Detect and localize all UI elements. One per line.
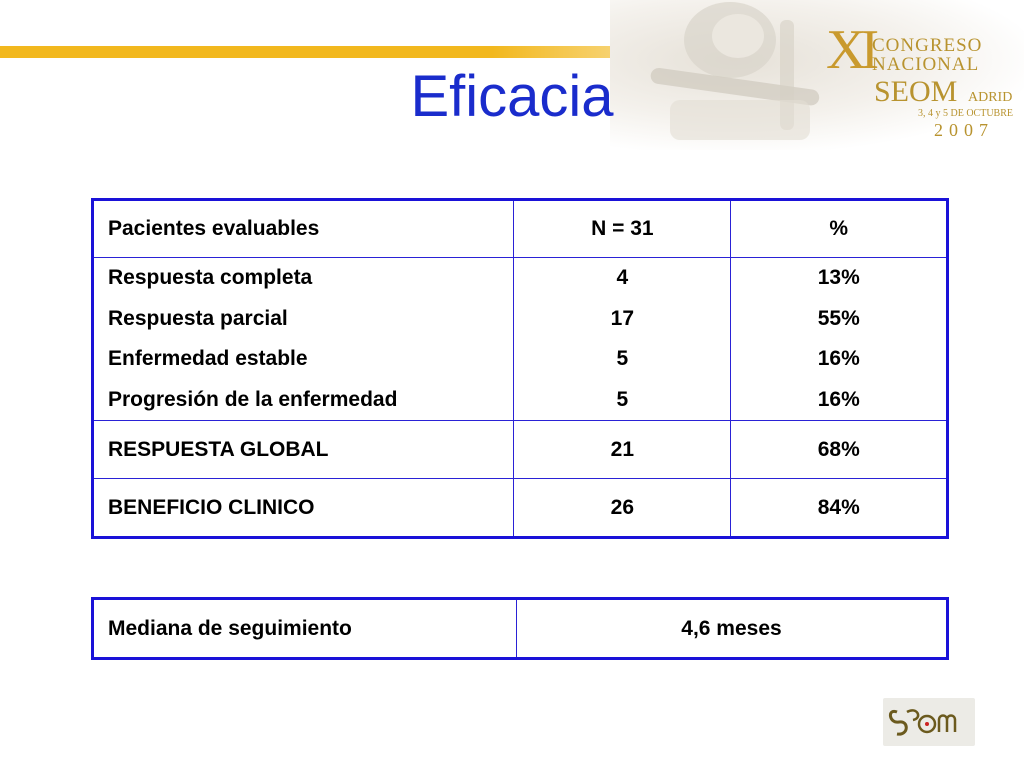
followup-label: Mediana de seguimiento	[92, 598, 517, 659]
response-counts-cell: 4 17 5 5	[513, 257, 732, 421]
page-title: Eficacia	[410, 64, 614, 129]
congress-logo: XI CONGRESO NACIONAL SEOM ADRID 3, 4 y 5…	[820, 20, 1024, 145]
congress-dates: 3, 4 y 5 DE OCTUBRE	[918, 108, 1013, 119]
congress-line-1: CONGRESO	[872, 35, 983, 56]
header-cell: N = 31	[513, 199, 732, 258]
header-cell: Pacientes evaluables	[91, 199, 515, 258]
summary-label: RESPUESTA GLOBAL	[91, 420, 515, 479]
response-label: Respuesta parcial	[108, 306, 288, 330]
congress-city: ADRID	[968, 90, 1013, 105]
response-label: Respuesta completa	[108, 266, 313, 289]
followup-table: Mediana de seguimiento 4,6 meses	[91, 597, 949, 660]
response-percent-cell: 13% 55% 16% 16%	[730, 257, 948, 421]
response-label: Progresión de la enfermedad	[108, 387, 398, 411]
header-cell: %	[730, 199, 948, 258]
summary-label: BENEFICIO CLINICO	[91, 478, 515, 538]
followup-row: Mediana de seguimiento 4,6 meses	[92, 598, 948, 659]
response-label: Enfermedad estable	[108, 347, 308, 370]
summary-row-clinical-benefit: BENEFICIO CLINICO 26 84%	[91, 478, 948, 538]
response-count: 5	[616, 347, 629, 370]
congress-year: 2007	[934, 120, 994, 140]
summary-row-global-response: RESPUESTA GLOBAL 21 68%	[91, 420, 948, 479]
response-count: 4	[616, 266, 629, 289]
congress-roman-numeral: XI	[826, 19, 879, 81]
table-header-row: Pacientes evaluables N = 31 %	[91, 199, 948, 258]
summary-count: 21	[513, 420, 732, 479]
response-percent: 16%	[817, 347, 860, 370]
response-group-row: Respuesta completa Respuesta parcial Enf…	[91, 257, 948, 421]
response-percent: 16%	[817, 387, 860, 411]
summary-percent: 68%	[730, 420, 948, 479]
congress-org: SEOM	[874, 75, 958, 108]
congress-line-2: NACIONAL	[872, 54, 980, 75]
response-percent: 13%	[817, 266, 860, 289]
response-percent: 55%	[817, 306, 860, 330]
results-table: Pacientes evaluables N = 31 % Respuesta …	[91, 198, 949, 539]
summary-count: 26	[513, 478, 732, 538]
summary-percent: 84%	[730, 478, 948, 538]
response-count: 5	[616, 387, 629, 411]
response-count: 17	[610, 306, 635, 330]
followup-value: 4,6 meses	[516, 598, 948, 659]
response-labels-cell: Respuesta completa Respuesta parcial Enf…	[91, 257, 515, 421]
header-photo	[610, 0, 1024, 150]
seom-logo	[883, 698, 975, 746]
